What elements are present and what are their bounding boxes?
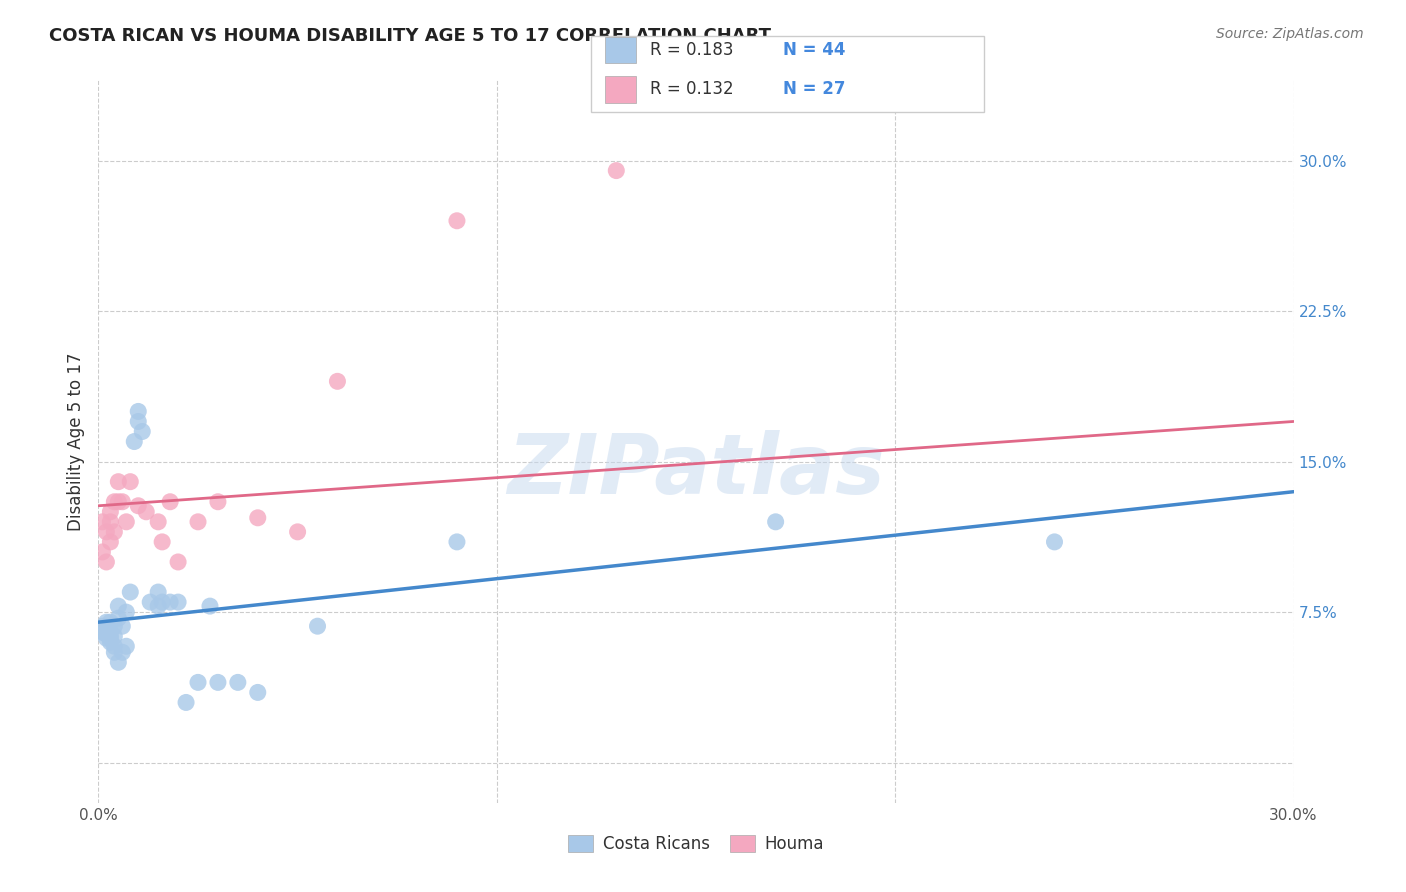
Point — [148, 585, 170, 599]
Point — [131, 425, 153, 439]
Point — [127, 404, 149, 418]
Point — [91, 625, 114, 640]
Legend: Costa Ricans, Houma: Costa Ricans, Houma — [561, 828, 831, 860]
Point — [159, 595, 181, 609]
Point — [120, 585, 142, 599]
Point — [111, 494, 134, 508]
Point — [107, 655, 129, 669]
Point — [167, 555, 190, 569]
Point — [103, 494, 125, 508]
Point — [98, 535, 122, 549]
Point — [187, 675, 209, 690]
Point — [91, 515, 114, 529]
Point — [98, 615, 122, 630]
Point — [187, 515, 209, 529]
Text: COSTA RICAN VS HOUMA DISABILITY AGE 5 TO 17 CORRELATION CHART: COSTA RICAN VS HOUMA DISABILITY AGE 5 TO… — [49, 27, 772, 45]
Point — [91, 621, 114, 635]
Point — [167, 595, 190, 609]
Point — [107, 494, 129, 508]
Point — [148, 515, 170, 529]
Point — [115, 639, 138, 653]
Point — [1043, 535, 1066, 549]
Text: N = 27: N = 27 — [783, 80, 845, 98]
Y-axis label: Disability Age 5 to 17: Disability Age 5 to 17 — [66, 352, 84, 531]
Point — [307, 619, 329, 633]
Text: Source: ZipAtlas.com: Source: ZipAtlas.com — [1216, 27, 1364, 41]
Point — [98, 629, 122, 643]
Point — [127, 499, 149, 513]
Point — [287, 524, 309, 539]
Point — [96, 627, 118, 641]
Point — [96, 615, 118, 630]
Text: N = 44: N = 44 — [783, 41, 845, 59]
Point — [765, 515, 787, 529]
Point — [198, 599, 221, 614]
Point — [115, 515, 138, 529]
Point — [103, 524, 125, 539]
Text: R = 0.183: R = 0.183 — [650, 41, 733, 59]
Point — [135, 505, 157, 519]
Point — [91, 619, 114, 633]
Point — [98, 505, 122, 519]
Point — [107, 611, 129, 625]
Point — [96, 623, 118, 637]
Point — [120, 475, 142, 489]
Point — [446, 213, 468, 227]
Point — [98, 632, 122, 646]
Point — [127, 414, 149, 429]
Point — [246, 510, 269, 524]
Point — [103, 619, 125, 633]
Text: R = 0.132: R = 0.132 — [650, 80, 733, 98]
Point — [103, 645, 125, 659]
Point — [605, 163, 627, 178]
Point — [139, 595, 162, 609]
Point — [446, 535, 468, 549]
Point — [98, 635, 122, 649]
Point — [107, 475, 129, 489]
Point — [148, 599, 170, 614]
Point — [103, 629, 125, 643]
Point — [124, 434, 146, 449]
Text: ZIPatlas: ZIPatlas — [508, 430, 884, 511]
Point — [246, 685, 269, 699]
Point — [96, 632, 118, 646]
Point — [207, 494, 229, 508]
Point — [115, 605, 138, 619]
Point — [207, 675, 229, 690]
Point — [107, 599, 129, 614]
Point — [326, 375, 349, 389]
Point — [150, 595, 173, 609]
Point — [159, 494, 181, 508]
Point — [226, 675, 249, 690]
Point — [96, 555, 118, 569]
Point — [96, 524, 118, 539]
Point — [91, 545, 114, 559]
Point — [103, 639, 125, 653]
Point — [98, 625, 122, 640]
Point — [111, 619, 134, 633]
Point — [150, 535, 173, 549]
Point — [111, 645, 134, 659]
Point — [174, 696, 197, 710]
Point — [98, 515, 122, 529]
